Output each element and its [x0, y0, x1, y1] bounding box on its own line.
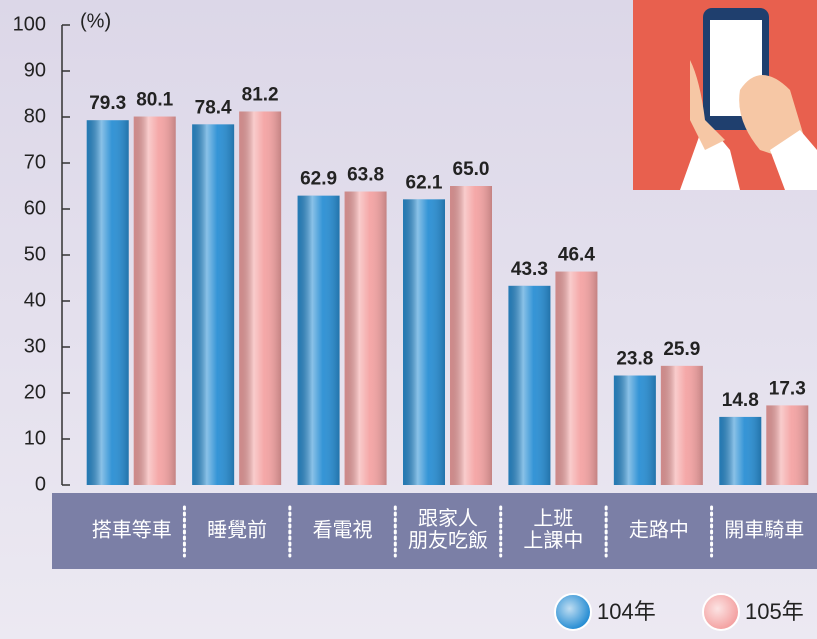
bar-shine [239, 111, 282, 485]
bar-shine [766, 405, 809, 485]
value-label: 78.4 [195, 97, 232, 118]
value-label: 65.0 [453, 159, 490, 180]
value-label: 62.1 [406, 172, 443, 193]
y-tick-label: 0 [35, 473, 46, 495]
y-tick-label: 10 [24, 427, 46, 449]
y-tick-label: 30 [24, 335, 46, 357]
bar-shine [403, 199, 445, 485]
x-tick-label: 跟家人朋友吃飯 [408, 507, 488, 552]
value-label: 80.1 [136, 90, 173, 111]
x-tick-label: 睡覺前 [207, 518, 267, 541]
y-tick-label: 80 [24, 105, 46, 127]
bar-shine [660, 365, 703, 485]
y-tick-label: 20 [24, 381, 46, 403]
value-label: 17.3 [769, 378, 806, 399]
legend-shine [556, 595, 590, 629]
bar-shine [297, 195, 340, 485]
y-tick-label: 60 [24, 197, 46, 219]
value-label: 25.9 [663, 339, 700, 360]
y-tick-label: 70 [24, 151, 46, 173]
bar-shine [344, 191, 387, 485]
y-tick-label: 90 [24, 59, 46, 81]
bar-shine [450, 186, 492, 485]
bar-shine [508, 285, 551, 485]
bar-shine [192, 124, 235, 486]
value-label: 43.3 [511, 259, 548, 280]
x-tick-label: 搭車等車 [92, 518, 172, 541]
bar-shine [613, 375, 656, 485]
bar-shine [719, 416, 762, 485]
value-label: 46.4 [558, 245, 595, 266]
value-label: 62.9 [300, 169, 337, 190]
x-tick-label: 開車騎車 [724, 518, 804, 541]
value-label: 79.3 [89, 93, 126, 114]
legend-label: 105年 [745, 599, 804, 624]
y-unit-label: (%) [80, 10, 111, 32]
x-tick-label: 看電視 [313, 518, 373, 541]
x-tick-label: 上班上課中 [523, 507, 583, 552]
value-label: 81.2 [242, 84, 279, 105]
x-tick-label: 走路中 [629, 518, 689, 541]
y-tick-label: 50 [24, 243, 46, 265]
y-tick-label: 100 [13, 13, 46, 35]
value-label: 23.8 [616, 349, 653, 370]
legend-label: 104年 [597, 599, 656, 624]
category-band [52, 493, 817, 569]
bar-shine [86, 120, 129, 485]
y-tick-label: 40 [24, 289, 46, 311]
legend-shine [704, 595, 738, 629]
bar-shine [555, 271, 598, 485]
value-label: 63.8 [347, 165, 384, 186]
bar-shine [133, 116, 176, 485]
value-label: 14.8 [722, 390, 759, 411]
phone-illustration [633, 0, 817, 190]
